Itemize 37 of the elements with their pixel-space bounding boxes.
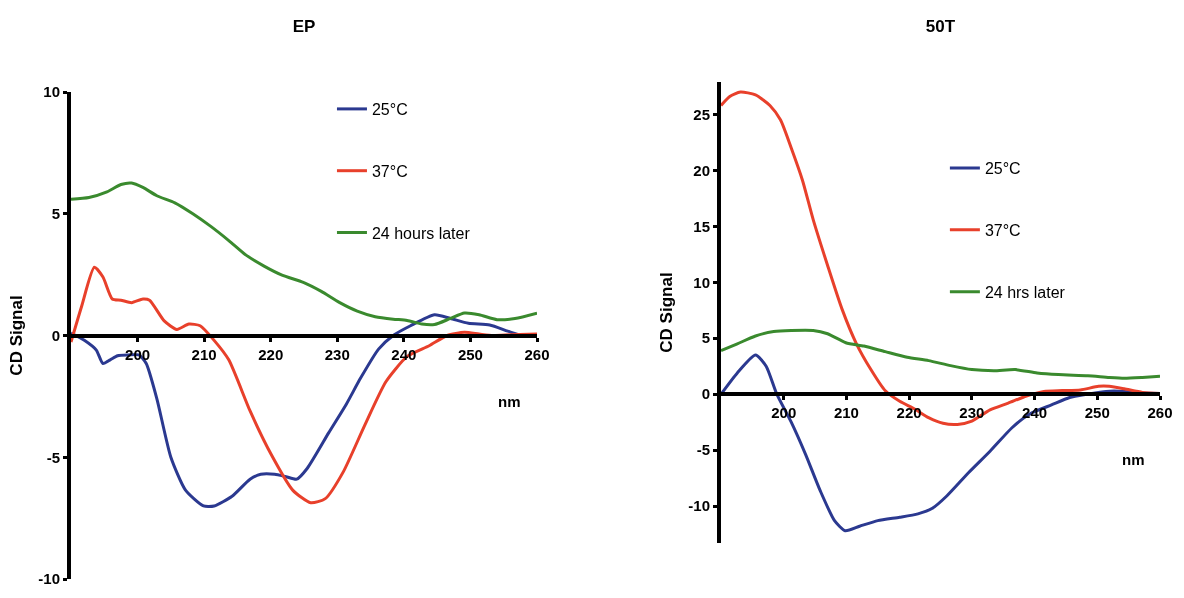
x-tick-label: 210 (191, 345, 217, 363)
y-tick-label: 0 (701, 385, 710, 403)
y-tick-label: 5 (701, 329, 710, 347)
line-series (71, 181, 537, 327)
y-tick-label: 15 (693, 217, 710, 235)
y-tick-label: 25 (693, 105, 710, 123)
y-tick-label: 10 (43, 83, 60, 101)
y-axis-title: CD Signal (657, 272, 677, 353)
chart-title: 50T (925, 16, 956, 36)
chart-title: EP (292, 16, 316, 36)
y-tick-label: 10 (693, 273, 710, 291)
legend-label: 25°C (371, 101, 408, 119)
legend-label: 37°C (371, 162, 408, 180)
x-axis-title: nm (1122, 451, 1145, 468)
x-tick-label: 230 (959, 404, 985, 422)
x-axis-title: nm (498, 393, 521, 410)
x-tick-label: 220 (896, 404, 922, 422)
legend-label: 24 hrs later (984, 283, 1066, 301)
x-tick-label: 260 (1147, 404, 1173, 422)
y-tick-label: -5 (46, 448, 60, 466)
y-tick-label: 5 (51, 205, 60, 222)
x-tick-label: 250 (1084, 404, 1110, 422)
y-axis-title: CD Signal (7, 295, 27, 376)
legend-label: 25°C (984, 160, 1021, 178)
x-tick-label: 260 (524, 345, 550, 363)
x-tick-label: 210 (833, 404, 859, 422)
y-tick-label: -10 (688, 497, 710, 515)
legend-label: 24 hours later (371, 224, 471, 242)
x-tick-label: 220 (258, 345, 284, 363)
y-tick-label: -10 (38, 570, 60, 588)
legend-label: 37°C (984, 222, 1021, 240)
x-tick-label: 230 (324, 345, 350, 363)
y-tick-label: -5 (696, 441, 710, 459)
x-tick-label: 250 (457, 345, 483, 363)
y-tick-label: 20 (693, 161, 710, 179)
line-series (721, 328, 1160, 380)
y-tick-label: 0 (51, 326, 60, 344)
